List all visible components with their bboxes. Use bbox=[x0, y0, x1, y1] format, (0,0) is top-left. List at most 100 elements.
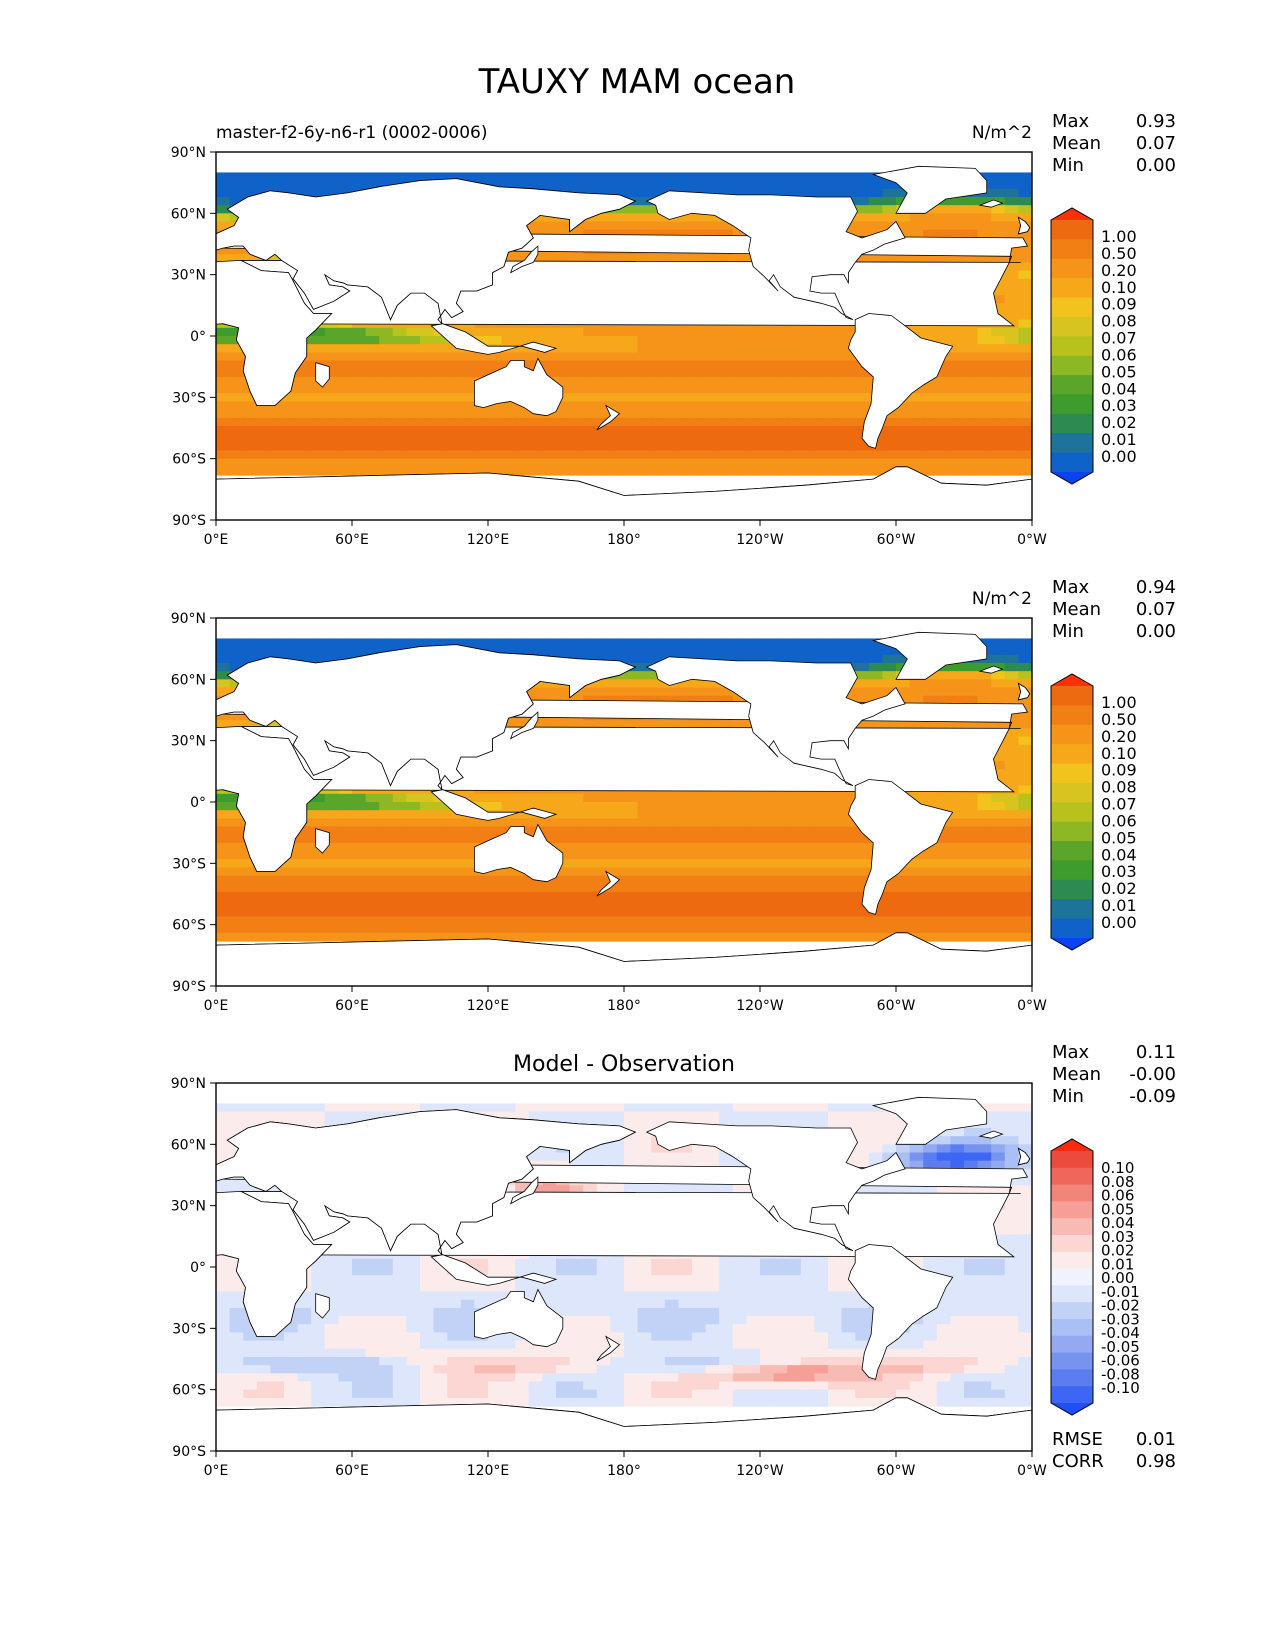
field-cell bbox=[406, 867, 421, 877]
field-cell bbox=[950, 434, 965, 443]
field-cell bbox=[855, 205, 870, 214]
field-cell bbox=[977, 466, 992, 476]
field-cell bbox=[1004, 867, 1019, 877]
field-cell bbox=[392, 376, 407, 386]
field-cell bbox=[1004, 246, 1019, 255]
lon-tick-label: 120°E bbox=[467, 998, 510, 1014]
field-cell bbox=[732, 842, 747, 852]
field-cell bbox=[1018, 720, 1032, 729]
field-cell bbox=[610, 376, 625, 386]
field-cell bbox=[624, 924, 639, 934]
field-cell bbox=[773, 180, 788, 190]
field-cell bbox=[882, 425, 897, 435]
field-cell bbox=[760, 834, 775, 844]
field-cell bbox=[692, 1103, 707, 1113]
field-cell bbox=[936, 908, 951, 918]
field-cell bbox=[528, 908, 543, 918]
field-cell bbox=[474, 826, 489, 836]
field-cell bbox=[923, 916, 938, 926]
field-cell bbox=[773, 425, 788, 435]
field-cell bbox=[311, 875, 326, 885]
field-cell bbox=[977, 385, 992, 394]
field-cell bbox=[447, 376, 462, 386]
field-cell bbox=[746, 180, 761, 190]
field-cell bbox=[814, 908, 829, 918]
field-cell bbox=[991, 834, 1006, 844]
field-cell bbox=[732, 450, 747, 460]
field-cell bbox=[542, 466, 557, 476]
field-cell bbox=[651, 826, 666, 836]
field-cell bbox=[977, 1136, 992, 1145]
field-cell bbox=[624, 188, 639, 198]
field-cell bbox=[542, 425, 557, 435]
field-cell bbox=[950, 818, 965, 828]
field-cell bbox=[420, 458, 435, 468]
field-cell bbox=[719, 908, 734, 918]
field-cell bbox=[705, 254, 720, 263]
field-cell bbox=[447, 385, 462, 394]
field-cell bbox=[787, 368, 802, 378]
field-cell bbox=[1018, 254, 1032, 263]
lon-tick-label: 60°W bbox=[877, 998, 916, 1014]
field-cell bbox=[256, 409, 271, 419]
field-cell bbox=[651, 425, 666, 435]
field-cell bbox=[868, 1136, 883, 1145]
field-cell bbox=[501, 409, 516, 419]
field-cell bbox=[977, 924, 992, 934]
field-cell bbox=[692, 401, 707, 411]
field-cell bbox=[760, 393, 775, 403]
field-cell bbox=[882, 679, 897, 689]
field-cell bbox=[841, 916, 856, 926]
field-cell bbox=[637, 450, 652, 460]
colorbar-tick-label: 0.00 bbox=[1101, 447, 1137, 466]
field-cell bbox=[909, 875, 924, 885]
field-cell bbox=[542, 687, 557, 697]
field-cell bbox=[787, 458, 802, 468]
field-cell bbox=[624, 458, 639, 468]
field-cell bbox=[828, 393, 843, 403]
field-cell bbox=[243, 434, 258, 443]
field-cell bbox=[569, 834, 584, 844]
field-cell bbox=[583, 336, 598, 345]
field-cell bbox=[964, 352, 979, 362]
field-cell bbox=[773, 638, 788, 648]
field-cell bbox=[773, 875, 788, 885]
field-cell bbox=[488, 793, 503, 803]
field-cell bbox=[596, 916, 611, 926]
field-cell bbox=[420, 859, 435, 869]
field-cell bbox=[678, 434, 693, 443]
field-cell bbox=[773, 1111, 788, 1121]
field-cell bbox=[420, 425, 435, 435]
field-cell bbox=[433, 802, 448, 811]
field-cell bbox=[229, 352, 244, 362]
field-cell bbox=[828, 924, 843, 934]
field-cell bbox=[338, 466, 353, 476]
field-cell bbox=[460, 851, 475, 860]
field-cell bbox=[760, 352, 775, 362]
field-cell bbox=[964, 924, 979, 934]
field-cell bbox=[406, 434, 421, 443]
field-cell bbox=[800, 425, 815, 435]
field-cell bbox=[855, 932, 870, 942]
field-cell bbox=[515, 924, 530, 934]
field-cell bbox=[311, 654, 326, 664]
field-cell bbox=[787, 826, 802, 836]
colorbar-tick-label: 0.00 bbox=[1101, 913, 1137, 932]
field-cell bbox=[352, 434, 367, 443]
field-cell bbox=[787, 842, 802, 852]
field-cell bbox=[678, 916, 693, 926]
field-cell bbox=[229, 393, 244, 403]
field-cell bbox=[1004, 360, 1019, 370]
field-cell bbox=[637, 196, 652, 206]
field-cell bbox=[882, 654, 897, 664]
field-cell bbox=[583, 834, 598, 844]
field-cell bbox=[814, 434, 829, 443]
field-cell bbox=[896, 875, 911, 885]
field-cell bbox=[868, 180, 883, 190]
field-cell bbox=[760, 810, 775, 819]
field-cell bbox=[800, 875, 815, 885]
field-cell bbox=[229, 720, 244, 729]
field-cell bbox=[297, 180, 312, 190]
field-cell bbox=[773, 932, 788, 942]
field-cell bbox=[392, 638, 407, 648]
